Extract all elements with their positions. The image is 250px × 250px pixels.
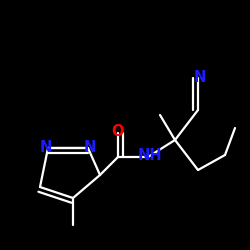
Text: N: N [194,70,206,84]
Text: N: N [40,140,52,154]
Text: O: O [112,124,124,140]
Text: NH: NH [138,148,162,164]
Text: N: N [84,140,96,154]
